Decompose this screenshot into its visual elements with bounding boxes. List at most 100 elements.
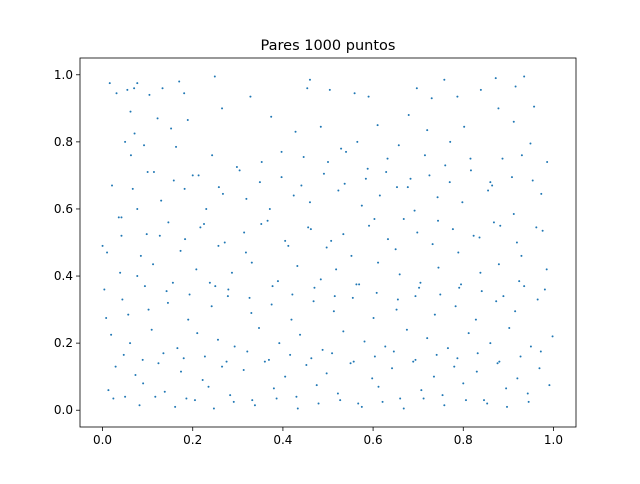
data-point xyxy=(444,164,447,167)
data-point xyxy=(418,286,421,289)
data-point xyxy=(272,387,275,390)
data-point xyxy=(201,379,204,382)
data-point xyxy=(394,248,397,251)
data-point xyxy=(211,154,214,157)
data-point xyxy=(290,318,293,321)
data-point xyxy=(496,362,499,365)
data-point xyxy=(210,305,213,308)
data-point xyxy=(107,389,110,392)
data-point xyxy=(527,400,530,403)
data-point xyxy=(127,313,130,316)
data-point xyxy=(232,400,235,403)
data-point xyxy=(352,360,355,363)
data-point xyxy=(235,166,238,169)
data-point xyxy=(395,308,398,311)
data-point xyxy=(294,130,297,133)
data-point xyxy=(529,345,532,348)
data-point xyxy=(129,154,132,157)
data-point xyxy=(260,223,263,226)
data-point xyxy=(139,254,142,257)
data-point xyxy=(115,92,118,95)
data-point xyxy=(131,187,134,190)
data-point xyxy=(422,397,425,400)
data-point xyxy=(322,172,325,175)
data-point xyxy=(439,293,442,296)
data-point xyxy=(476,352,479,355)
data-point xyxy=(136,207,139,210)
data-point xyxy=(469,169,472,172)
data-point xyxy=(289,353,292,356)
data-point xyxy=(106,251,109,254)
x-axis-ticks: 0.0 0.2 0.4 0.6 0.8 1.0 xyxy=(93,427,563,447)
data-point xyxy=(280,176,283,179)
data-point xyxy=(332,310,335,313)
data-point xyxy=(371,377,374,380)
data-point xyxy=(145,233,148,236)
data-point xyxy=(529,142,532,145)
data-point xyxy=(538,367,541,370)
data-point xyxy=(548,384,551,387)
data-point xyxy=(203,355,206,358)
data-point xyxy=(203,223,205,226)
data-point xyxy=(244,251,247,254)
data-point xyxy=(199,226,202,229)
data-point xyxy=(384,345,387,348)
data-point xyxy=(111,184,114,187)
data-point xyxy=(377,261,380,264)
data-point xyxy=(158,234,161,237)
data-point xyxy=(216,338,219,341)
data-point xyxy=(413,209,416,212)
data-point xyxy=(551,335,554,338)
data-point xyxy=(230,271,233,274)
data-point xyxy=(141,358,144,361)
data-point xyxy=(385,171,388,174)
data-point xyxy=(154,395,157,398)
data-point xyxy=(546,160,549,163)
data-point xyxy=(458,286,461,289)
data-point xyxy=(133,87,136,90)
data-point xyxy=(165,290,168,293)
data-point xyxy=(171,281,174,284)
data-point xyxy=(402,218,405,221)
data-point xyxy=(454,305,457,308)
data-point xyxy=(156,117,159,120)
data-point xyxy=(221,192,224,195)
y-axis-ticks: 0.0 0.2 0.4 0.6 0.8 1.0 xyxy=(54,68,80,417)
data-point xyxy=(431,243,434,246)
data-point xyxy=(437,219,440,222)
data-point xyxy=(108,82,111,85)
data-point xyxy=(487,189,490,192)
data-point xyxy=(523,285,526,288)
data-point xyxy=(291,293,294,296)
data-point xyxy=(184,238,187,241)
data-point xyxy=(251,399,254,402)
data-point xyxy=(152,263,155,266)
data-point xyxy=(435,353,438,356)
data-point xyxy=(406,186,409,189)
data-point xyxy=(506,405,509,408)
data-point xyxy=(208,281,211,284)
data-point xyxy=(480,290,483,293)
data-point xyxy=(196,332,199,335)
data-point xyxy=(305,363,308,366)
data-point xyxy=(119,271,122,274)
data-point xyxy=(313,286,316,289)
data-point xyxy=(315,384,318,387)
data-point xyxy=(183,187,186,190)
data-point xyxy=(287,244,290,247)
data-point xyxy=(229,394,232,397)
data-point xyxy=(414,358,417,361)
data-point xyxy=(212,407,215,410)
data-point xyxy=(351,296,354,299)
data-point xyxy=(193,399,196,402)
data-point xyxy=(540,192,543,195)
data-point xyxy=(182,357,185,360)
data-point xyxy=(160,199,163,202)
data-point xyxy=(242,368,245,371)
data-point xyxy=(373,218,376,221)
data-point xyxy=(271,285,274,288)
data-point xyxy=(266,219,269,222)
data-point xyxy=(364,177,367,180)
